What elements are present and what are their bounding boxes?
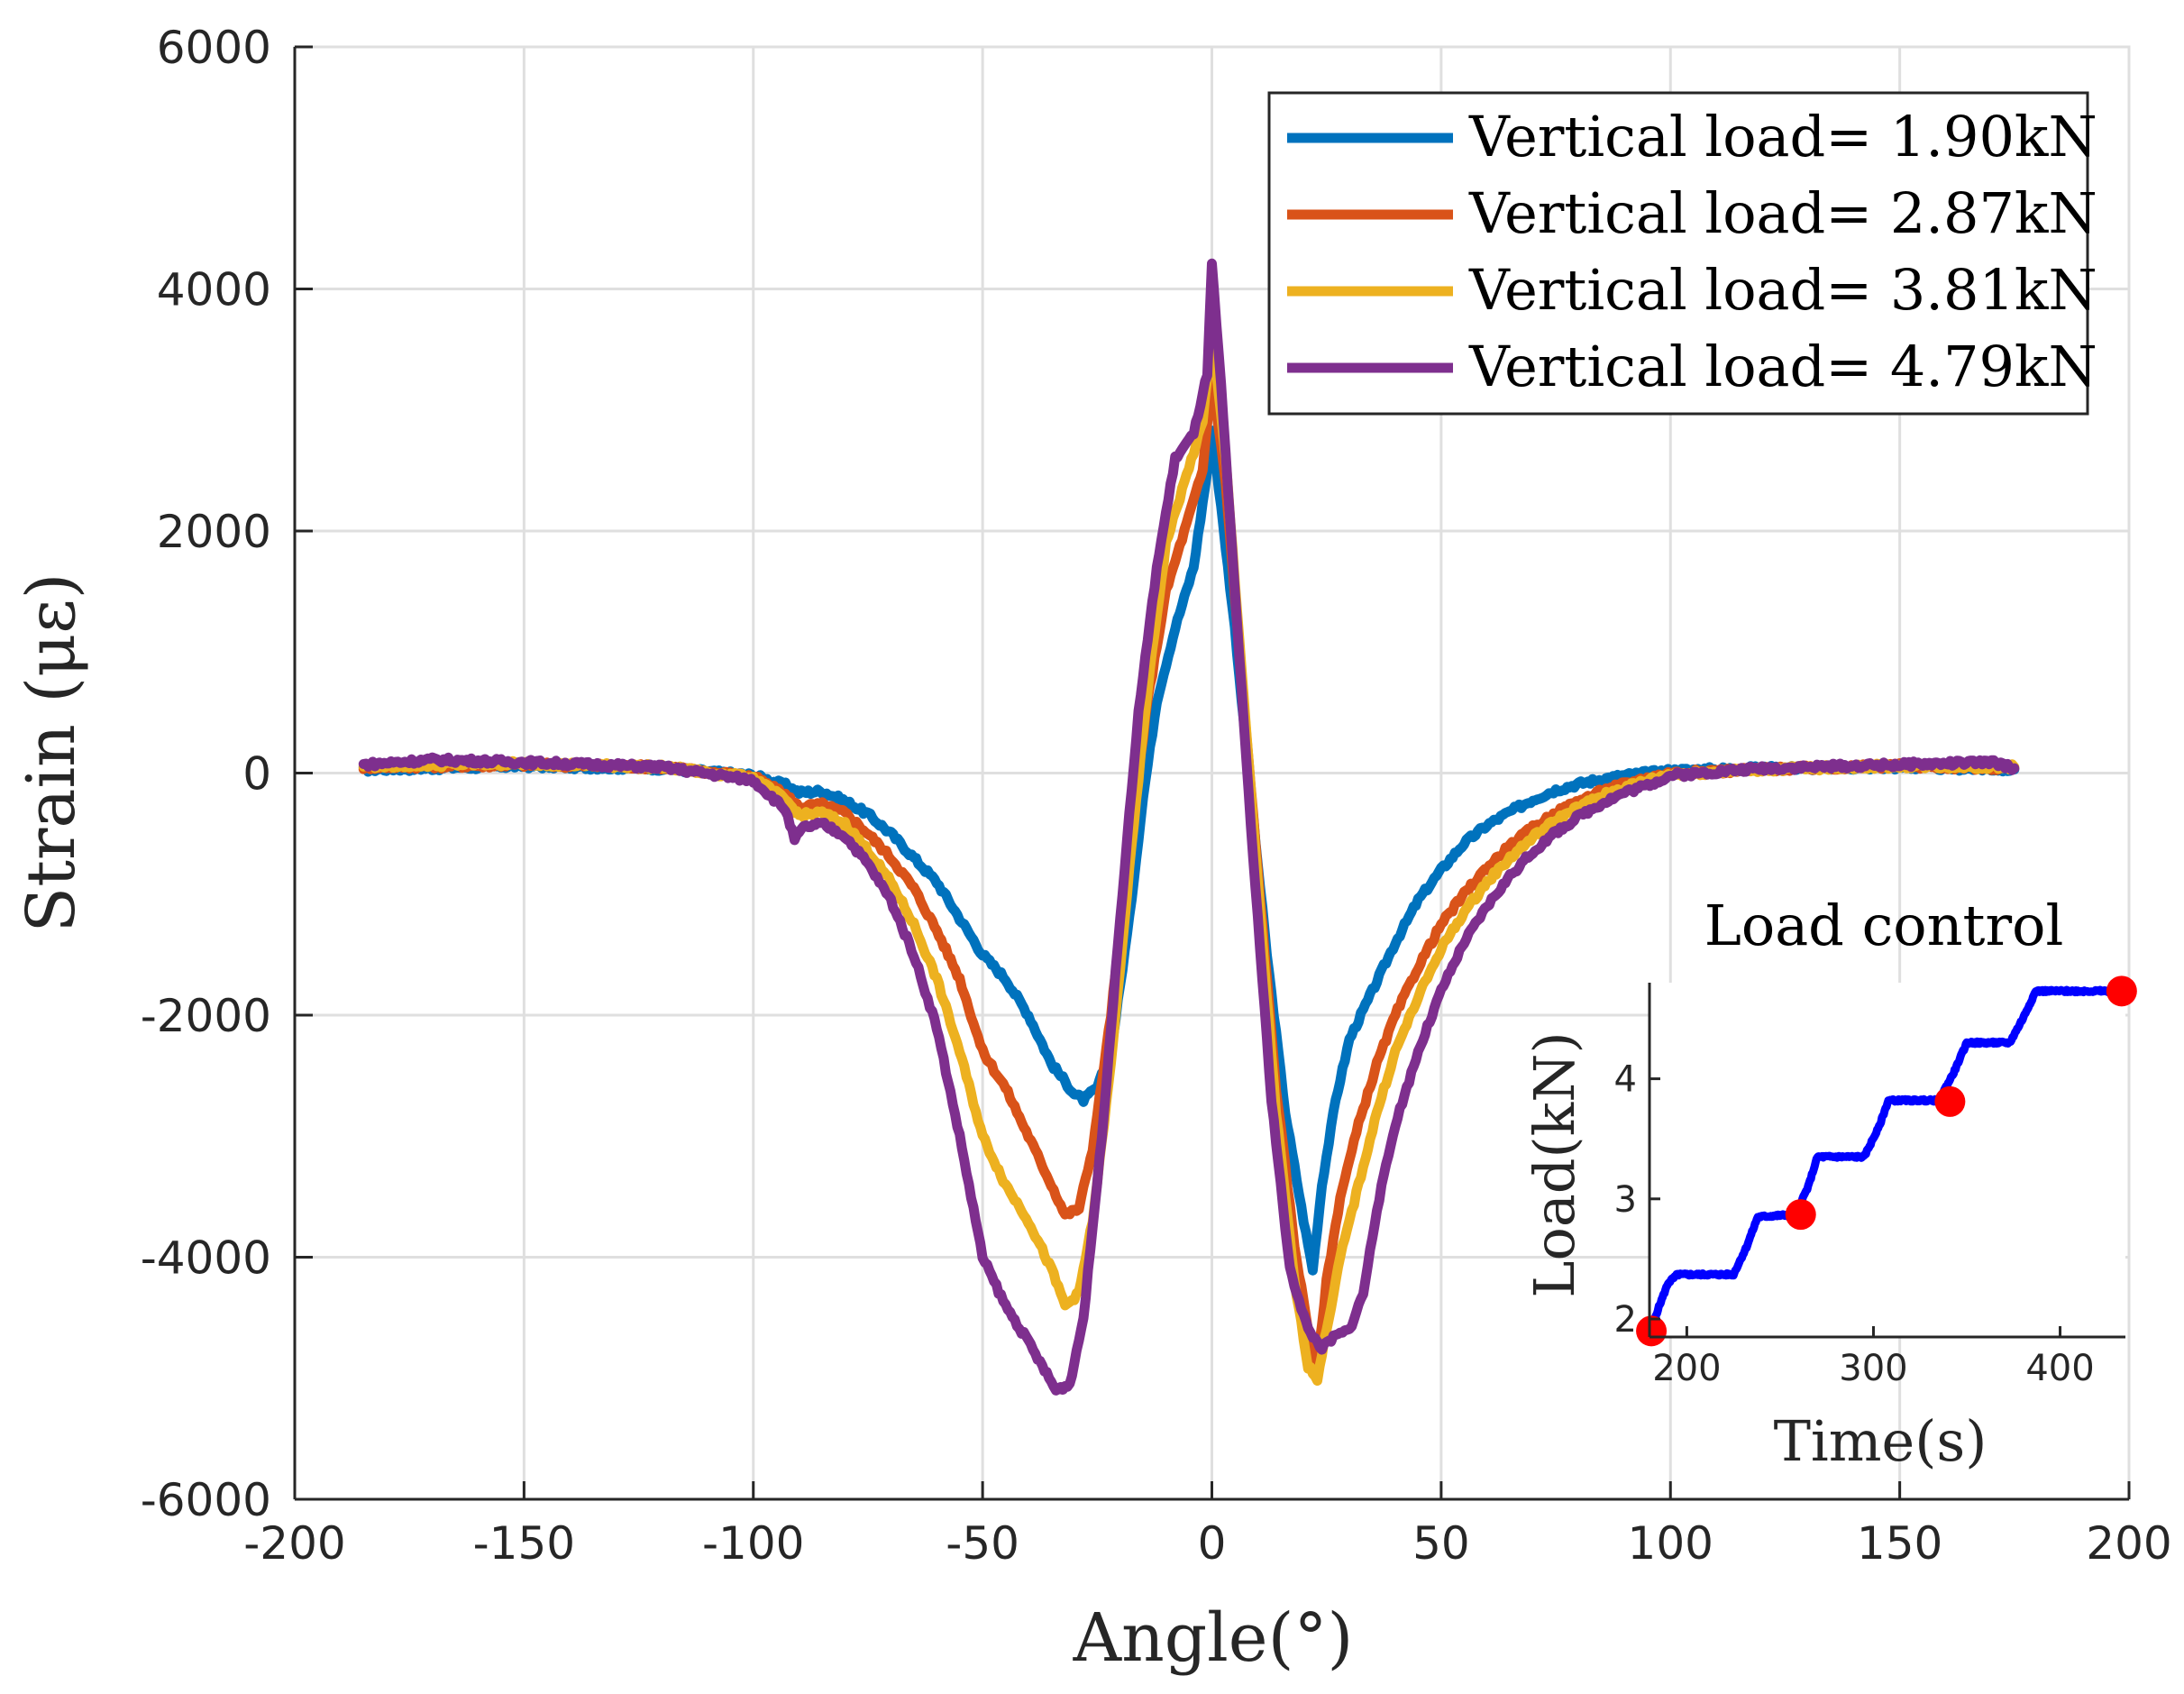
inset-marker — [1785, 1199, 1816, 1231]
y-tick-label: 4000 — [157, 264, 271, 316]
legend-label: Vertical load= 1.90kN — [1468, 104, 2097, 169]
main-axes — [293, 45, 2131, 1501]
main-tick-labels: -200 -150 -100 -50 0 50 100 150 200 -6000 -4000 -20… — [141, 22, 2172, 1570]
legend-label: Vertical load= 2.87kN — [1468, 180, 2097, 246]
x-tick-label: 200 — [2086, 1517, 2171, 1570]
y-tick-label: -6000 — [141, 1474, 271, 1526]
inset-load-line — [1647, 985, 2120, 1330]
y-tick-label: 6000 — [157, 22, 271, 74]
inset-y-tick-label: 3 — [1614, 1179, 1637, 1221]
inset-title: Load control — [1704, 893, 2064, 958]
legend: Vertical load= 1.90kN Vertical load= 2.87… — [1267, 91, 2097, 416]
legend-label: Vertical load= 3.81kN — [1468, 257, 2097, 323]
x-tick-label: -100 — [702, 1517, 804, 1570]
y-axis-label: Strain (με) — [13, 573, 90, 933]
inset-y-axis-label: Load(kN) — [1521, 1031, 1587, 1297]
x-axis-label: Angle(°) — [1073, 1599, 1354, 1677]
x-tick-label: -50 — [946, 1517, 1019, 1570]
inset-chart: 200 300 400 2 3 4 Load control Time(s) Load(k… — [1521, 893, 2137, 1474]
series-line — [358, 258, 2020, 1396]
x-tick-label: -150 — [473, 1517, 575, 1570]
inset-x-tick-label: 200 — [1652, 1348, 1721, 1389]
inset-axes — [1648, 983, 2125, 1339]
x-tick-label: 50 — [1412, 1517, 1470, 1570]
inset-marker — [2106, 975, 2137, 1007]
y-tick-label: 2000 — [157, 506, 271, 558]
legend-label: Vertical load= 4.79kN — [1468, 334, 2097, 399]
x-tick-label: 150 — [1857, 1517, 1942, 1570]
y-tick-label: -2000 — [141, 990, 271, 1042]
y-tick-label: 0 — [242, 748, 271, 801]
x-tick-label: 0 — [1198, 1517, 1227, 1570]
inset-marker — [1636, 1315, 1668, 1347]
x-tick-label: -200 — [243, 1517, 345, 1570]
inset-marker — [1934, 1085, 1966, 1117]
y-tick-label: -4000 — [141, 1232, 271, 1285]
inset-y-tick-label: 4 — [1614, 1059, 1637, 1101]
inset-tick-labels: 200 300 400 2 3 4 — [1614, 1059, 2095, 1389]
x-tick-label: 100 — [1628, 1517, 1713, 1570]
inset-y-tick-label: 2 — [1614, 1299, 1637, 1341]
inset-x-tick-label: 300 — [1839, 1348, 1907, 1389]
main-plot-area — [358, 258, 2020, 1396]
inset-plot-area — [1636, 975, 2137, 1347]
inset-x-tick-label: 400 — [2025, 1348, 2094, 1389]
inset-x-axis-label: Time(s) — [1774, 1408, 1988, 1474]
